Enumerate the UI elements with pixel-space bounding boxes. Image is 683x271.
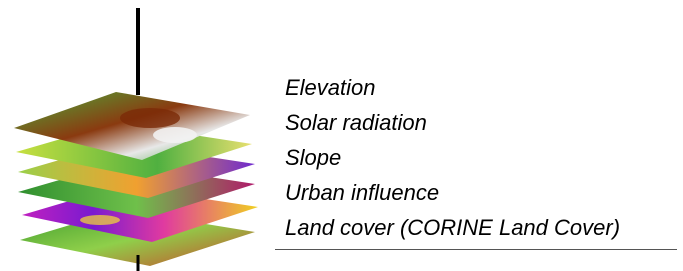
urban-texture xyxy=(80,215,120,225)
layer-label: Elevation xyxy=(285,70,620,105)
underline xyxy=(275,249,677,250)
terrain-texture xyxy=(153,127,197,143)
terrain-texture xyxy=(120,108,180,128)
layer-stack xyxy=(0,0,270,271)
page: {"layers": ["Elevation", "Solar radiatio… xyxy=(0,0,683,271)
layer-label: Solar radiation xyxy=(285,105,620,140)
layer-label: Urban influence xyxy=(285,175,620,210)
layer-label: Slope xyxy=(285,140,620,175)
layer-label: Land cover (CORINE Land Cover) xyxy=(285,210,620,245)
layer-list: Elevation Solar radiation Slope Urban in… xyxy=(285,70,620,245)
